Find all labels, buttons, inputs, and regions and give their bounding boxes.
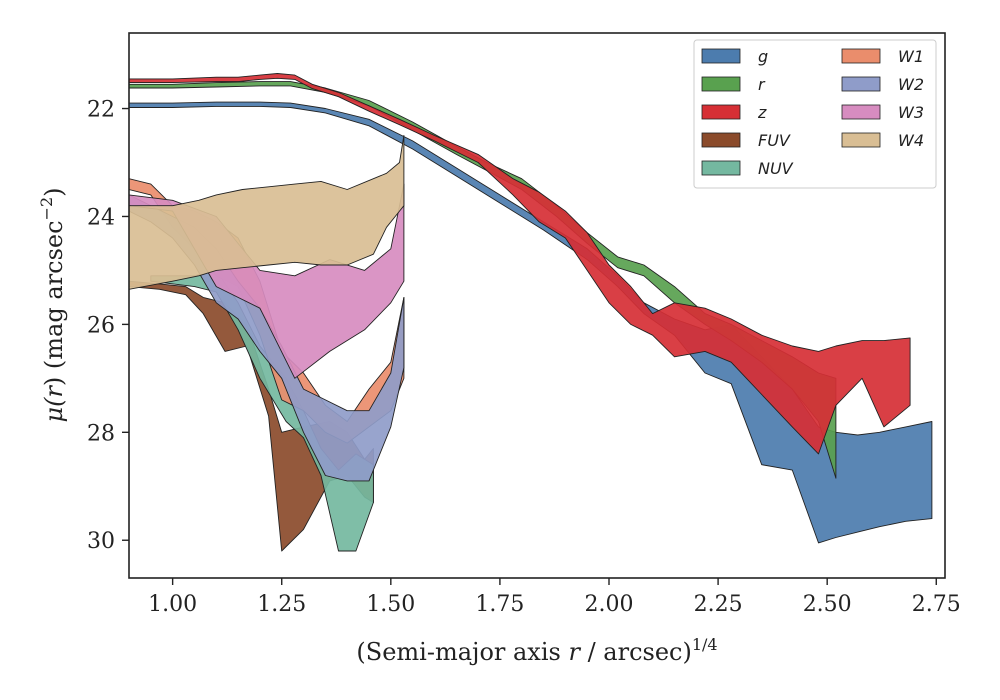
legend-label-W3: W3 <box>898 103 924 122</box>
legend-label-r: r <box>758 75 766 94</box>
legend-swatch-W1 <box>841 48 881 64</box>
x-tick-label: 1.75 <box>475 592 524 617</box>
y-tick-label: 22 <box>87 98 115 123</box>
legend-label-W4: W4 <box>898 131 924 150</box>
x-tick-label: 1.50 <box>366 592 415 617</box>
x-tick-label: 2.25 <box>694 592 743 617</box>
x-tick-label: 2.75 <box>912 592 961 617</box>
y-tick-label: 24 <box>87 205 115 230</box>
y-tick-label: 30 <box>87 529 115 554</box>
legend: grz FUV NUV W1 W2 W3 W4 <box>693 39 937 189</box>
y-axis: 22 24 26 28 30 <box>87 98 129 554</box>
x-axis-label: (Semi-major axis r / arcsec)1/4 <box>356 635 717 666</box>
legend-swatch-W4 <box>841 132 881 148</box>
legend-swatch-W2 <box>841 76 881 92</box>
x-tick-label: 1.00 <box>148 592 197 617</box>
x-axis: 1.00 1.25 1.50 1.75 2.00 2.25 2.50 2.75 <box>148 578 961 617</box>
legend-swatch-r <box>701 76 741 92</box>
legend-swatch-g <box>701 48 741 64</box>
legend-label-g: g <box>758 47 768 66</box>
y-tick-label: 26 <box>87 313 115 338</box>
y-tick-label: 28 <box>87 421 115 446</box>
legend-label-W2: W2 <box>898 75 924 94</box>
band-g <box>129 101 933 544</box>
x-tick-label: 2.00 <box>585 592 634 617</box>
band-W4 <box>129 135 405 290</box>
legend-label-W1: W1 <box>898 47 924 66</box>
legend-label-z: z <box>757 103 767 122</box>
plot-frame <box>128 32 946 579</box>
y-axis-label: μ(r) (mag arcsec−2) <box>37 187 68 422</box>
legend-swatch-FUV <box>701 132 741 148</box>
x-tick-label: 1.25 <box>257 592 306 617</box>
legend-label-FUV: FUV <box>758 131 791 150</box>
legend-swatch-NUV <box>701 160 741 176</box>
legend-swatch-W3 <box>841 104 881 120</box>
data-bands <box>129 73 933 552</box>
legend-swatch-z <box>701 104 741 120</box>
legend-label-NUV: NUV <box>758 159 794 178</box>
band-z <box>129 73 911 455</box>
x-tick-label: 2.50 <box>803 592 852 617</box>
